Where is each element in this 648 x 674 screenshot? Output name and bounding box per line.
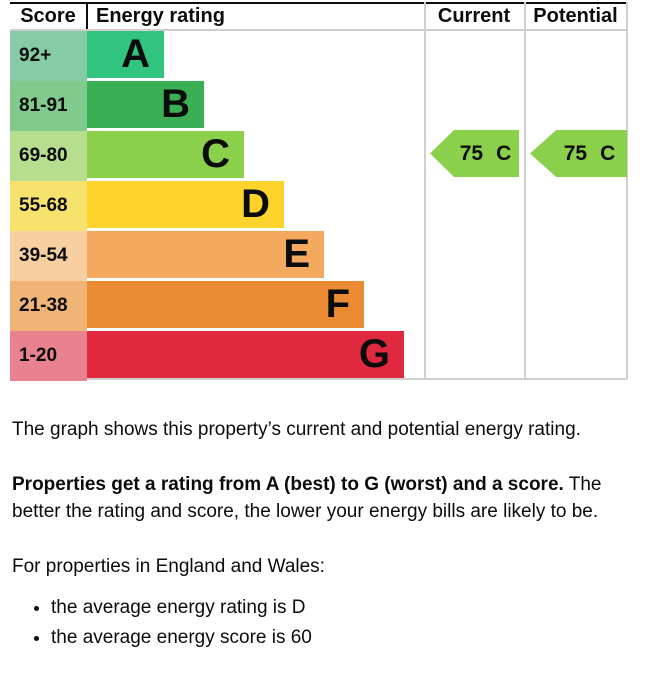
current-column-divider	[424, 2, 426, 379]
average-score-item: the average energy score is 60	[51, 624, 630, 652]
score-range-cell: 1-20	[10, 331, 87, 381]
potential-band-letter: C	[600, 141, 616, 165]
column-header-energy-rating: Energy rating	[96, 5, 225, 27]
band-bar: B	[87, 81, 204, 128]
band-letter: A	[121, 32, 150, 76]
header-underline	[10, 29, 627, 31]
band-row: 81-91 B	[10, 81, 627, 131]
band-row: 92+ A	[10, 31, 627, 81]
potential-score-value: 75	[563, 141, 588, 165]
band-rows: 92+ A 81-91 B 69-80 C 55-68 D 39-54 E 21-38 F 1-20 G	[10, 31, 627, 381]
score-range-cell: 81-91	[10, 81, 87, 131]
graph-summary-text: The graph shows this property’s current …	[12, 419, 581, 440]
band-bar: C	[87, 131, 244, 178]
chart-top-border	[10, 2, 627, 4]
band-letter: F	[325, 282, 350, 326]
band-row: 21-38 F	[10, 281, 627, 331]
energy-rating-chart: Score Energy rating Current Potential 92…	[10, 2, 628, 381]
rating-explanation-rest: The better the rating and score, the low…	[12, 474, 602, 522]
score-range-cell: 92+	[10, 31, 87, 81]
band-bar: D	[87, 181, 284, 228]
chart-description-section: The graph shows this property’s current …	[0, 380, 648, 654]
averages-list: the average energy rating is D the avera…	[12, 594, 630, 652]
band-bar: A	[87, 31, 164, 78]
band-bar: F	[87, 281, 364, 328]
chart-bottom-border	[10, 378, 627, 380]
current-band-letter: C	[496, 141, 512, 165]
current-score-value: 75	[459, 141, 484, 165]
column-header-current: Current	[437, 5, 511, 27]
score-range-cell: 55-68	[10, 181, 87, 231]
band-row: 39-54 E	[10, 231, 627, 281]
score-column-divider	[86, 2, 88, 29]
band-letter: E	[283, 232, 310, 276]
band-bar: G	[87, 331, 404, 378]
band-row: 69-80 C	[10, 131, 627, 181]
rating-explanation-text: Properties get a rating from A (best) to…	[12, 471, 630, 525]
average-rating-item: the average energy rating is D	[51, 594, 630, 622]
band-letter: G	[358, 332, 390, 376]
region-intro-text: For properties in England and Wales:	[12, 556, 325, 577]
rating-explanation-bold: Properties get a rating from A (best) to…	[12, 474, 564, 495]
chart-right-border	[626, 2, 628, 379]
band-row: 55-68 D	[10, 181, 627, 231]
potential-rating-arrow: 75 C	[530, 130, 627, 177]
band-letter: D	[241, 182, 270, 226]
score-range-cell: 69-80	[10, 131, 87, 181]
potential-column-divider	[524, 2, 526, 379]
band-letter: B	[161, 82, 190, 126]
score-range-cell: 21-38	[10, 281, 87, 331]
score-range-cell: 39-54	[10, 231, 87, 281]
band-bar: E	[87, 231, 324, 278]
band-row: 1-20 G	[10, 331, 627, 381]
column-header-score: Score	[20, 5, 76, 27]
band-letter: C	[201, 132, 230, 176]
column-header-potential: Potential	[533, 5, 618, 27]
